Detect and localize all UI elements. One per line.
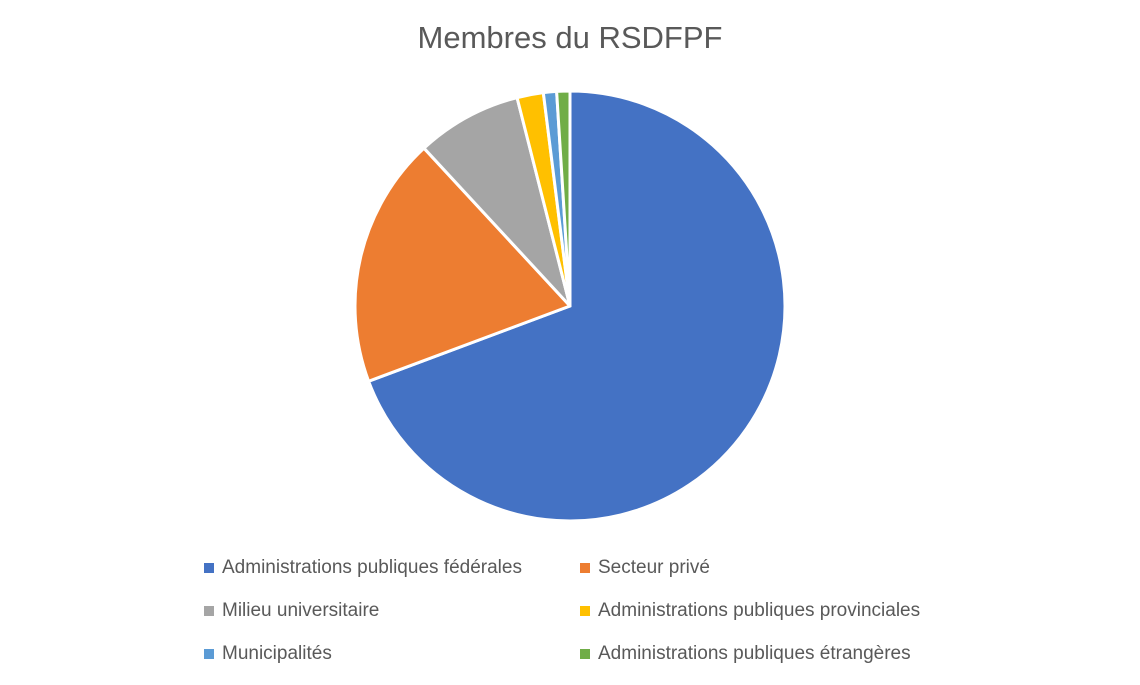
slice-foreign	[555, 89, 572, 308]
legend-item-private: Secteur privé	[580, 556, 980, 580]
legend-swatch	[580, 606, 590, 616]
legend-label: Secteur privé	[598, 557, 710, 578]
legend-swatch	[580, 649, 590, 659]
legend-label: Milieu universitaire	[222, 600, 380, 621]
legend-item-provincial: Administrations publiques provinciales	[580, 599, 980, 623]
slice-federal	[367, 89, 787, 523]
legend-swatch	[580, 563, 590, 573]
slice-private	[353, 146, 572, 383]
legend-swatch	[204, 563, 214, 573]
legend-label: Municipalités	[222, 643, 332, 664]
chart-legend: Administrations publiques fédérales Sect…	[204, 556, 984, 666]
pie-slices	[353, 89, 787, 523]
legend-swatch	[204, 606, 214, 616]
legend-item-municipal: Municipalités	[204, 642, 580, 666]
chart-title: Membres du RSDFPF	[417, 20, 723, 55]
legend-item-academia: Milieu universitaire	[204, 599, 580, 623]
legend-label: Administrations publiques fédérales	[222, 557, 522, 578]
legend-label: Administrations publiques étrangères	[598, 643, 911, 664]
legend-item-foreign: Administrations publiques étrangères	[580, 642, 980, 666]
legend-label: Administrations publiques provinciales	[598, 600, 921, 621]
slice-academia	[422, 96, 572, 308]
legend-swatch	[204, 649, 214, 659]
legend-item-federal: Administrations publiques fédérales	[204, 556, 580, 580]
